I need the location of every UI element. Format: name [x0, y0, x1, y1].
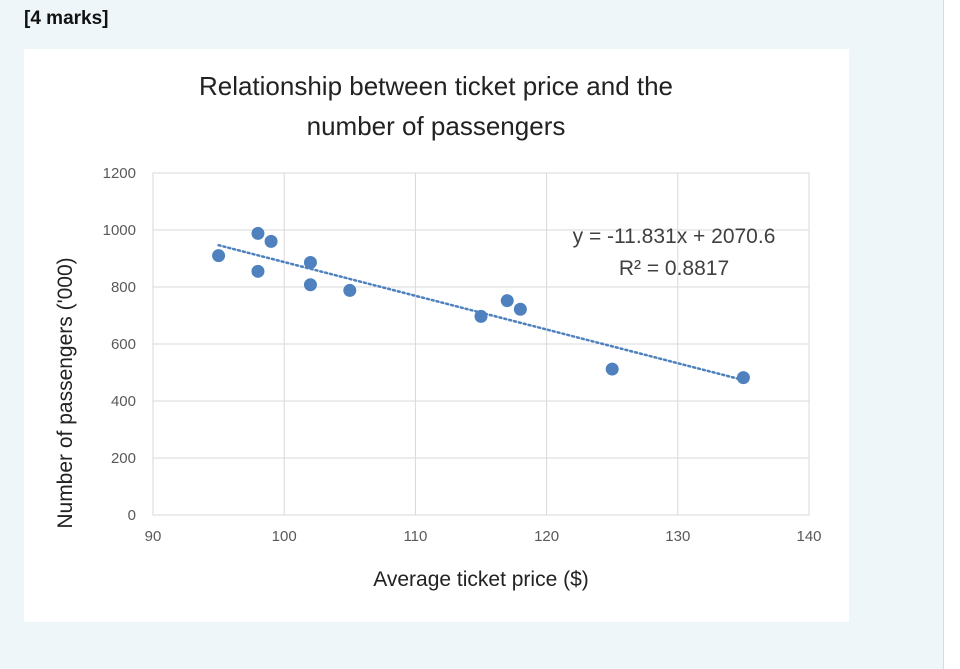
- x-tick-label-100: 100: [272, 528, 297, 545]
- chart-card: 0 200 400 600 800 1000 1200 90 100 110 120 130 140 R…: [24, 49, 849, 622]
- y-tick-label-1000: 1000: [103, 222, 136, 239]
- trendline-r-squared: R² = 0.8817: [619, 257, 729, 280]
- y-tick-label-200: 200: [111, 450, 136, 467]
- x-tick-label-140: 140: [796, 528, 821, 545]
- x-axis-title: Average ticket price ($): [373, 568, 589, 591]
- x-tick-label-120: 120: [534, 528, 559, 545]
- tick-labels: 0 200 400 600 800 1000 1200 90 100 110 120 130 140: [103, 165, 822, 545]
- data-point-2: [251, 226, 265, 240]
- data-point-9: [500, 294, 514, 308]
- y-tick-label-800: 800: [111, 279, 136, 296]
- data-point-7: [343, 283, 357, 297]
- data-point-11: [605, 362, 619, 376]
- y-tick-label-600: 600: [111, 336, 136, 353]
- data-point-6: [303, 278, 317, 292]
- y-tick-label-1200: 1200: [103, 165, 136, 182]
- marks-label: [4 marks]: [24, 8, 109, 29]
- data-point-8: [474, 309, 488, 323]
- data-point-5: [303, 255, 317, 269]
- chart-title-line-2: number of passengers: [307, 111, 566, 141]
- y-tick-label-0: 0: [128, 507, 136, 524]
- data-point-4: [264, 234, 278, 248]
- y-axis-title: Number of passengers ('000): [54, 257, 77, 528]
- plot-border: [152, 172, 810, 516]
- scatter-chart: 0 200 400 600 800 1000 1200 90 100 110 120 130 140 R…: [54, 71, 822, 591]
- panel-divider: [943, 0, 944, 669]
- data-point-12: [736, 371, 750, 385]
- chart-title-line-1: Relationship between ticket price and th…: [199, 71, 673, 101]
- data-point-10: [513, 302, 527, 316]
- x-tick-label-130: 130: [665, 528, 690, 545]
- y-tick-label-400: 400: [111, 393, 136, 410]
- data-point-1: [212, 249, 226, 263]
- x-tick-label-90: 90: [145, 528, 162, 545]
- data-points: [212, 226, 750, 385]
- trendline-equation: y = -11.831x + 2070.6: [573, 225, 776, 248]
- plot-frame: [152, 172, 810, 516]
- data-point-3: [251, 264, 265, 278]
- x-tick-label-110: 110: [403, 528, 427, 545]
